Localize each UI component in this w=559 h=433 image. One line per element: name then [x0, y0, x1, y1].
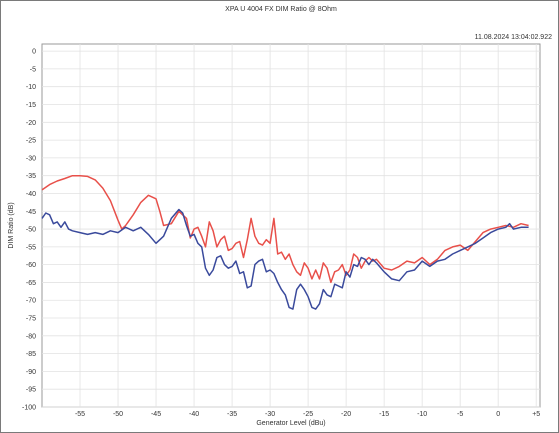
x-tick-label: -55: [75, 411, 85, 418]
plot-area: [41, 43, 541, 408]
series-lines: [41, 174, 529, 310]
y-tick-label: -95: [26, 387, 36, 394]
y-tick-label: -65: [26, 280, 36, 287]
y-tick-label: -35: [26, 173, 36, 180]
series-line-2: [41, 208, 529, 310]
x-tick-label: -15: [379, 411, 389, 418]
y-tick-label: -70: [26, 298, 36, 305]
x-axis-label: Generator Level (dBu): [256, 420, 325, 427]
x-tick-label: -30: [265, 411, 275, 418]
y-tick-label: -80: [26, 333, 36, 340]
y-tick-label: -45: [26, 209, 36, 216]
x-tick-label: -20: [341, 411, 351, 418]
x-tick-label: -5: [457, 411, 463, 418]
x-tick-label: -10: [417, 411, 427, 418]
y-tick-label: 0: [32, 49, 36, 56]
x-tick-label: -35: [227, 411, 237, 418]
x-tick-label: -50: [113, 411, 123, 418]
y-axis-ticks: 0 -5 -10 -15 -20 -25 -30 -35 -40 -45 -50 -55 -60 -65 -…: [22, 49, 36, 412]
y-tick-label: -50: [26, 227, 36, 234]
y-tick-label: -90: [26, 369, 36, 376]
gridlines: [42, 44, 540, 408]
x-tick-label: -25: [303, 411, 313, 418]
y-tick-label: -25: [26, 138, 36, 145]
series-line-1: [41, 174, 529, 284]
y-tick-label: -40: [26, 191, 36, 198]
y-tick-label: -20: [26, 120, 36, 127]
plot-border: [41, 43, 541, 408]
y-tick-label: -15: [26, 102, 36, 109]
y-tick-label: -10: [26, 84, 36, 91]
y-tick-label: -5: [30, 66, 36, 73]
x-tick-label: 0: [496, 411, 500, 418]
x-tick-label: -40: [189, 411, 199, 418]
y-tick-label: -30: [26, 155, 36, 162]
y-tick-label: -75: [26, 316, 36, 323]
y-tick-label: -100: [22, 405, 36, 412]
x-tick-label: -45: [151, 411, 161, 418]
chart-title: XPA U 4004 FX DIM Ratio @ 8Ohm: [225, 6, 337, 13]
measurement-timestamp: 11.08.2024 13:04:02.922: [475, 34, 552, 41]
x-tick-label: +5: [532, 411, 540, 418]
x-axis-ticks: -55 -50 -45 -40 -35 -30 -25 -20 -15 -10 -5 0 +5: [75, 411, 540, 418]
y-tick-label: -60: [26, 262, 36, 269]
y-tick-label: -55: [26, 244, 36, 251]
y-axis-label: DIM Ratio (dB): [8, 202, 15, 248]
y-tick-label: -85: [26, 351, 36, 358]
